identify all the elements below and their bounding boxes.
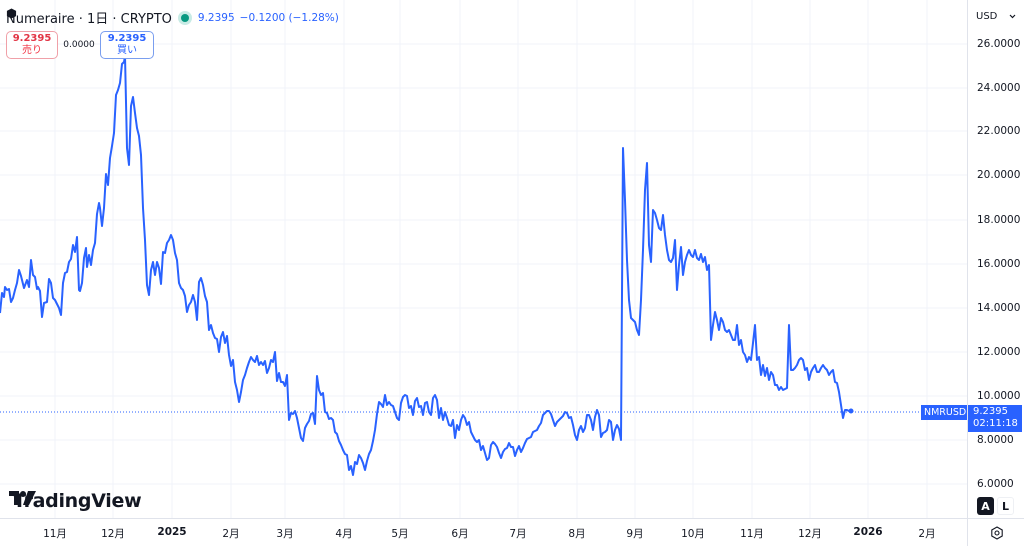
y-tick: 8.0000 bbox=[977, 434, 1014, 446]
spread-value: 0.0000 bbox=[63, 40, 95, 50]
market-status-icon bbox=[180, 13, 189, 22]
symbol-price-label: NMRUSD bbox=[921, 405, 970, 420]
y-tick: 18.0000 bbox=[977, 214, 1021, 226]
y-tick: 24.0000 bbox=[977, 82, 1021, 94]
y-tick: 14.0000 bbox=[977, 302, 1021, 314]
x-tick: 6月 bbox=[451, 528, 469, 540]
last-price-value: 9.2395 bbox=[973, 406, 1008, 417]
tradingview-logo-icon bbox=[9, 491, 36, 505]
x-tick-year: 2025 bbox=[157, 526, 187, 538]
x-tick: 11月 bbox=[43, 528, 67, 540]
x-tick: 2月 bbox=[918, 528, 936, 540]
gridlines bbox=[0, 0, 967, 518]
y-tick: 12.0000 bbox=[977, 346, 1021, 358]
x-tick: 11月 bbox=[740, 528, 764, 540]
scale-buttons: A L bbox=[977, 497, 1014, 515]
buy-price: 9.2395 bbox=[107, 33, 147, 44]
sell-button[interactable]: 9.2395 売り bbox=[6, 31, 58, 59]
x-tick: 3月 bbox=[276, 528, 294, 540]
x-tick: 12月 bbox=[101, 528, 125, 540]
y-tick: 26.0000 bbox=[977, 38, 1021, 50]
trade-buttons: 9.2395 売り 0.0000 9.2395 買い bbox=[6, 31, 154, 59]
x-tick: 10月 bbox=[681, 528, 705, 540]
last-value: 9.2395 bbox=[197, 11, 235, 24]
price-axis[interactable]: 26.0000 24.0000 22.0000 20.0000 18.0000 … bbox=[967, 0, 1024, 518]
price-series-line bbox=[0, 55, 854, 476]
log-scale-button[interactable]: L bbox=[997, 497, 1014, 515]
chart-legend[interactable]: Numeraire · 1日 · CRYPTO 9.2395 −0.1200 (… bbox=[6, 8, 339, 27]
auto-scale-button[interactable]: A bbox=[977, 497, 994, 515]
currency-select[interactable]: USD bbox=[972, 6, 1020, 26]
buy-button[interactable]: 9.2395 買い bbox=[100, 31, 154, 59]
last-price-label: 9.2395 02:11:18 bbox=[968, 405, 1022, 432]
x-tick: 2月 bbox=[222, 528, 240, 540]
price-change: −0.1200 (−1.28%) bbox=[239, 11, 339, 24]
y-tick: 22.0000 bbox=[977, 125, 1021, 137]
sell-price: 9.2395 bbox=[12, 33, 52, 44]
bar-countdown: 02:11:18 bbox=[973, 418, 1018, 429]
y-tick: 16.0000 bbox=[977, 258, 1021, 270]
x-tick: 7月 bbox=[509, 528, 527, 540]
x-tick-year: 2026 bbox=[853, 526, 883, 538]
last-point-marker bbox=[848, 408, 854, 414]
currency-label: USD bbox=[976, 10, 998, 22]
symbol-title[interactable]: Numeraire · 1日 · CRYPTO bbox=[6, 12, 172, 27]
x-tick: 5月 bbox=[391, 528, 409, 540]
y-tick: 6.0000 bbox=[977, 478, 1014, 490]
x-tick: 12月 bbox=[798, 528, 822, 540]
time-axis[interactable]: 11月 12月 2025 2月 3月 4月 5月 6月 7月 8月 9月 10月… bbox=[0, 518, 967, 546]
y-tick: 10.0000 bbox=[977, 390, 1021, 402]
price-line-chart[interactable] bbox=[0, 0, 967, 518]
x-tick: 9月 bbox=[626, 528, 644, 540]
sell-label: 売り bbox=[22, 45, 42, 56]
chart-plot-area[interactable]: Numeraire · 1日 · CRYPTO 9.2395 −0.1200 (… bbox=[0, 0, 970, 518]
tradingview-logo[interactable]: TradingView bbox=[9, 490, 142, 512]
buy-label: 買い bbox=[117, 45, 137, 56]
y-tick: 20.0000 bbox=[977, 169, 1021, 181]
x-tick: 8月 bbox=[568, 528, 586, 540]
x-tick: 4月 bbox=[335, 528, 353, 540]
logo-text: TradingView bbox=[13, 490, 142, 512]
symbol-logo-icon bbox=[6, 8, 17, 19]
chart-settings-button[interactable] bbox=[967, 518, 1024, 546]
chevron-down-icon bbox=[1009, 14, 1016, 18]
gear-icon bbox=[990, 525, 1003, 540]
